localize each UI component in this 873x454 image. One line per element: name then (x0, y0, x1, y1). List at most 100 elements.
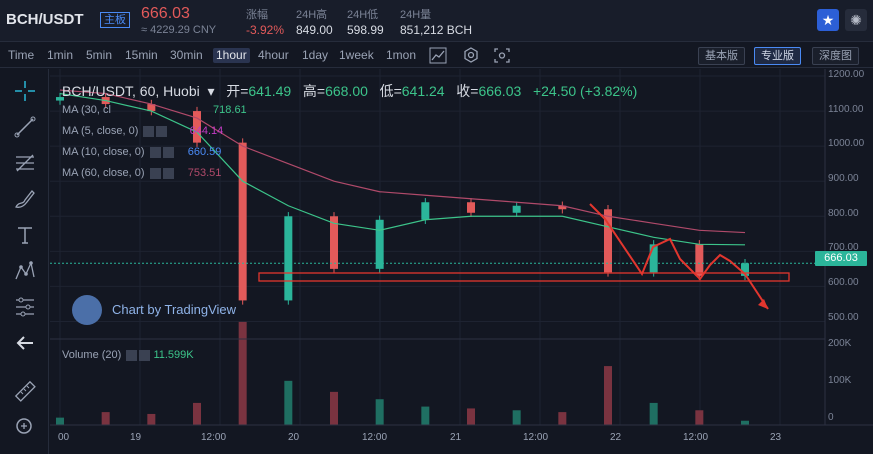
close-icon[interactable] (139, 349, 151, 361)
visibility-icon[interactable] (143, 125, 155, 137)
low-24h-value: 598.99 (347, 23, 384, 37)
projection-arrow-head (758, 299, 768, 309)
settings-icon[interactable] (126, 349, 138, 361)
volume-bar (330, 391, 338, 425)
visibility-icon[interactable] (149, 167, 161, 179)
mode-basic-button[interactable]: 基本版 (698, 47, 745, 65)
legend-title[interactable]: BCH/USDT, 60, Huobi (62, 83, 200, 99)
candle-body (467, 202, 475, 213)
close-value: 666.03 (478, 83, 522, 99)
close-icon[interactable] (156, 125, 168, 137)
ma30-value: 718.61 (213, 104, 247, 116)
close-icon[interactable] (162, 146, 174, 158)
interval-4hour[interactable]: 4hour (258, 48, 289, 62)
trendline-icon[interactable] (13, 115, 37, 139)
cloud-logo-icon (72, 295, 102, 325)
fib-icon[interactable] (13, 151, 37, 175)
mode-depth-button[interactable]: 深度图 (812, 47, 859, 65)
pattern-icon[interactable] (13, 259, 37, 283)
vol-axis-label: 0 (828, 412, 834, 423)
ticker-header: BCH/USDT 主板 666.03 ≈ 4229.29 CNY 涨幅 -3.9… (0, 0, 873, 42)
crosshair-icon[interactable] (13, 79, 37, 103)
star-icon[interactable]: ★ (817, 9, 839, 31)
interval-1day[interactable]: 1day (302, 48, 329, 62)
line-chart-icon[interactable] (428, 46, 448, 65)
interval-1hour[interactable]: 1hour (213, 48, 250, 63)
candle-body (375, 219, 384, 269)
volume-legend[interactable]: Volume (20) 11.599K (62, 349, 194, 361)
y-axis-label: 700.00 (828, 242, 859, 253)
candle-body (56, 97, 64, 101)
high-24h-label: 24H高 (296, 9, 328, 21)
ma5-label: MA (5, close, 0) (62, 125, 139, 137)
candle-body (238, 142, 247, 301)
volume-24h-value: 851,212 BCH (400, 23, 473, 37)
interval-30min[interactable]: 30min (170, 48, 203, 62)
x-axis-label: 23 (770, 432, 782, 443)
mode-pro-button[interactable]: 专业版 (754, 47, 801, 65)
volume-bar (649, 402, 658, 425)
cny-price: ≈ 4229.29 CNY (141, 24, 217, 36)
volume-bar (604, 366, 612, 425)
volume-bar (375, 399, 384, 425)
x-axis-label: 12:00 (523, 432, 549, 443)
volume-bar (101, 412, 110, 425)
x-axis-label: 21 (450, 432, 462, 443)
high-24h-value: 849.00 (296, 23, 333, 37)
symbol-title[interactable]: BCH/USDT (6, 11, 84, 28)
low-label: 低= (379, 83, 402, 99)
market-badge: 主板 (100, 12, 130, 28)
visibility-icon[interactable] (149, 146, 161, 158)
interval-1min[interactable]: 1min (47, 48, 74, 62)
candle-body (695, 244, 704, 276)
low-value: 641.24 (401, 83, 445, 99)
x-axis-label: 20 (288, 432, 300, 443)
open-value: 641.49 (248, 83, 292, 99)
price-chart[interactable] (50, 69, 873, 454)
ma-line (59, 92, 746, 246)
volume-bar (467, 408, 475, 425)
sun-icon[interactable]: ✺ (845, 9, 867, 31)
ma10-legend[interactable]: MA (10, close, 0) 660.59 (62, 146, 221, 158)
volume-bar (56, 417, 64, 425)
support-zone-box[interactable] (258, 272, 790, 282)
screenshot-icon[interactable] (492, 46, 512, 65)
volume-bar (238, 321, 247, 425)
interval-1week[interactable]: 1week (339, 48, 374, 62)
volume-value: 11.599K (153, 349, 194, 361)
ruler-icon[interactable] (13, 379, 37, 403)
ma5-legend[interactable]: MA (5, close, 0) 644.14 (62, 125, 223, 137)
tradingview-watermark[interactable]: Chart by TradingView (72, 295, 282, 325)
ma30-legend[interactable]: MA (30, cl 718.61 (62, 104, 247, 116)
volume-24h-label: 24H量 (400, 9, 432, 21)
change-value: -3.92% (246, 23, 285, 37)
chart-area[interactable]: BCH/USDT, 60, Huobi ▾ 开=641.49 高=668.00 … (50, 69, 873, 454)
measure-icon[interactable] (13, 295, 37, 319)
interval-15min[interactable]: 15min (125, 48, 158, 62)
interval-5min[interactable]: 5min (86, 48, 113, 62)
volume-bar (512, 410, 521, 425)
back-arrow-icon[interactable] (13, 331, 37, 355)
interval-1mon[interactable]: 1mon (386, 48, 417, 62)
y-axis-label: 800.00 (828, 208, 859, 219)
brush-icon[interactable] (13, 187, 37, 211)
vol-axis-label: 100K (828, 375, 852, 386)
change-label: 涨幅 (246, 9, 268, 21)
ma60-legend[interactable]: MA (60, close, 0) 753.51 (62, 167, 221, 179)
y-axis-label: 1000.00 (828, 138, 865, 149)
candle-body (512, 205, 521, 213)
candle-body (193, 111, 201, 143)
settings-icon[interactable] (461, 46, 481, 65)
zoom-icon[interactable] (13, 415, 37, 439)
x-axis-label: 00 (58, 432, 70, 443)
candle-body (741, 263, 749, 276)
close-icon[interactable] (162, 167, 174, 179)
drawing-toolbar (0, 69, 49, 454)
text-icon[interactable] (13, 223, 37, 247)
interval-time[interactable]: Time (8, 48, 35, 62)
candle-body (558, 205, 567, 210)
projection-arrow-path[interactable] (589, 203, 769, 310)
candle-body (604, 209, 612, 273)
high-label: 高= (302, 83, 326, 99)
volume-bar (421, 406, 430, 425)
